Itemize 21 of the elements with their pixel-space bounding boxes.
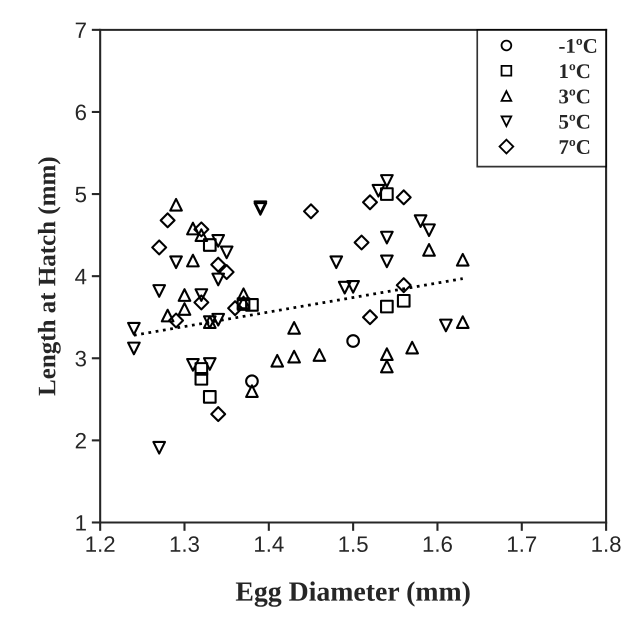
y-tick-label: 7 [76, 22, 86, 38]
legend-label: -1ºC [559, 38, 596, 53]
y-tick-label: 5 [76, 186, 86, 202]
x-tick-label: 1.2 [86, 536, 115, 552]
x-tick-label: 1.5 [339, 536, 368, 552]
legend-label: 7ºC [560, 140, 590, 154]
legend-label: 3ºC [559, 89, 590, 104]
y-tick-label: 4 [75, 268, 86, 284]
legend-label: 1ºC [560, 64, 590, 78]
x-tick-label: 1.7 [508, 536, 536, 552]
y-tick-label: 6 [76, 104, 86, 120]
x-tick-label: 1.3 [170, 536, 199, 552]
x-tick-label: 1.4 [255, 536, 284, 552]
y-tick-label: 2 [76, 432, 86, 448]
x-axis-title: Egg Diameter (mm) [236, 581, 470, 607]
legend-label: 5ºC [559, 114, 590, 129]
y-axis-title: Length at Hatch (mm) [38, 157, 61, 396]
x-tick-label: 1.6 [424, 536, 452, 552]
y-tick-label: 3 [75, 350, 86, 367]
x-tick-label: 1.8 [592, 536, 621, 552]
y-tick-label: 1 [76, 515, 86, 531]
